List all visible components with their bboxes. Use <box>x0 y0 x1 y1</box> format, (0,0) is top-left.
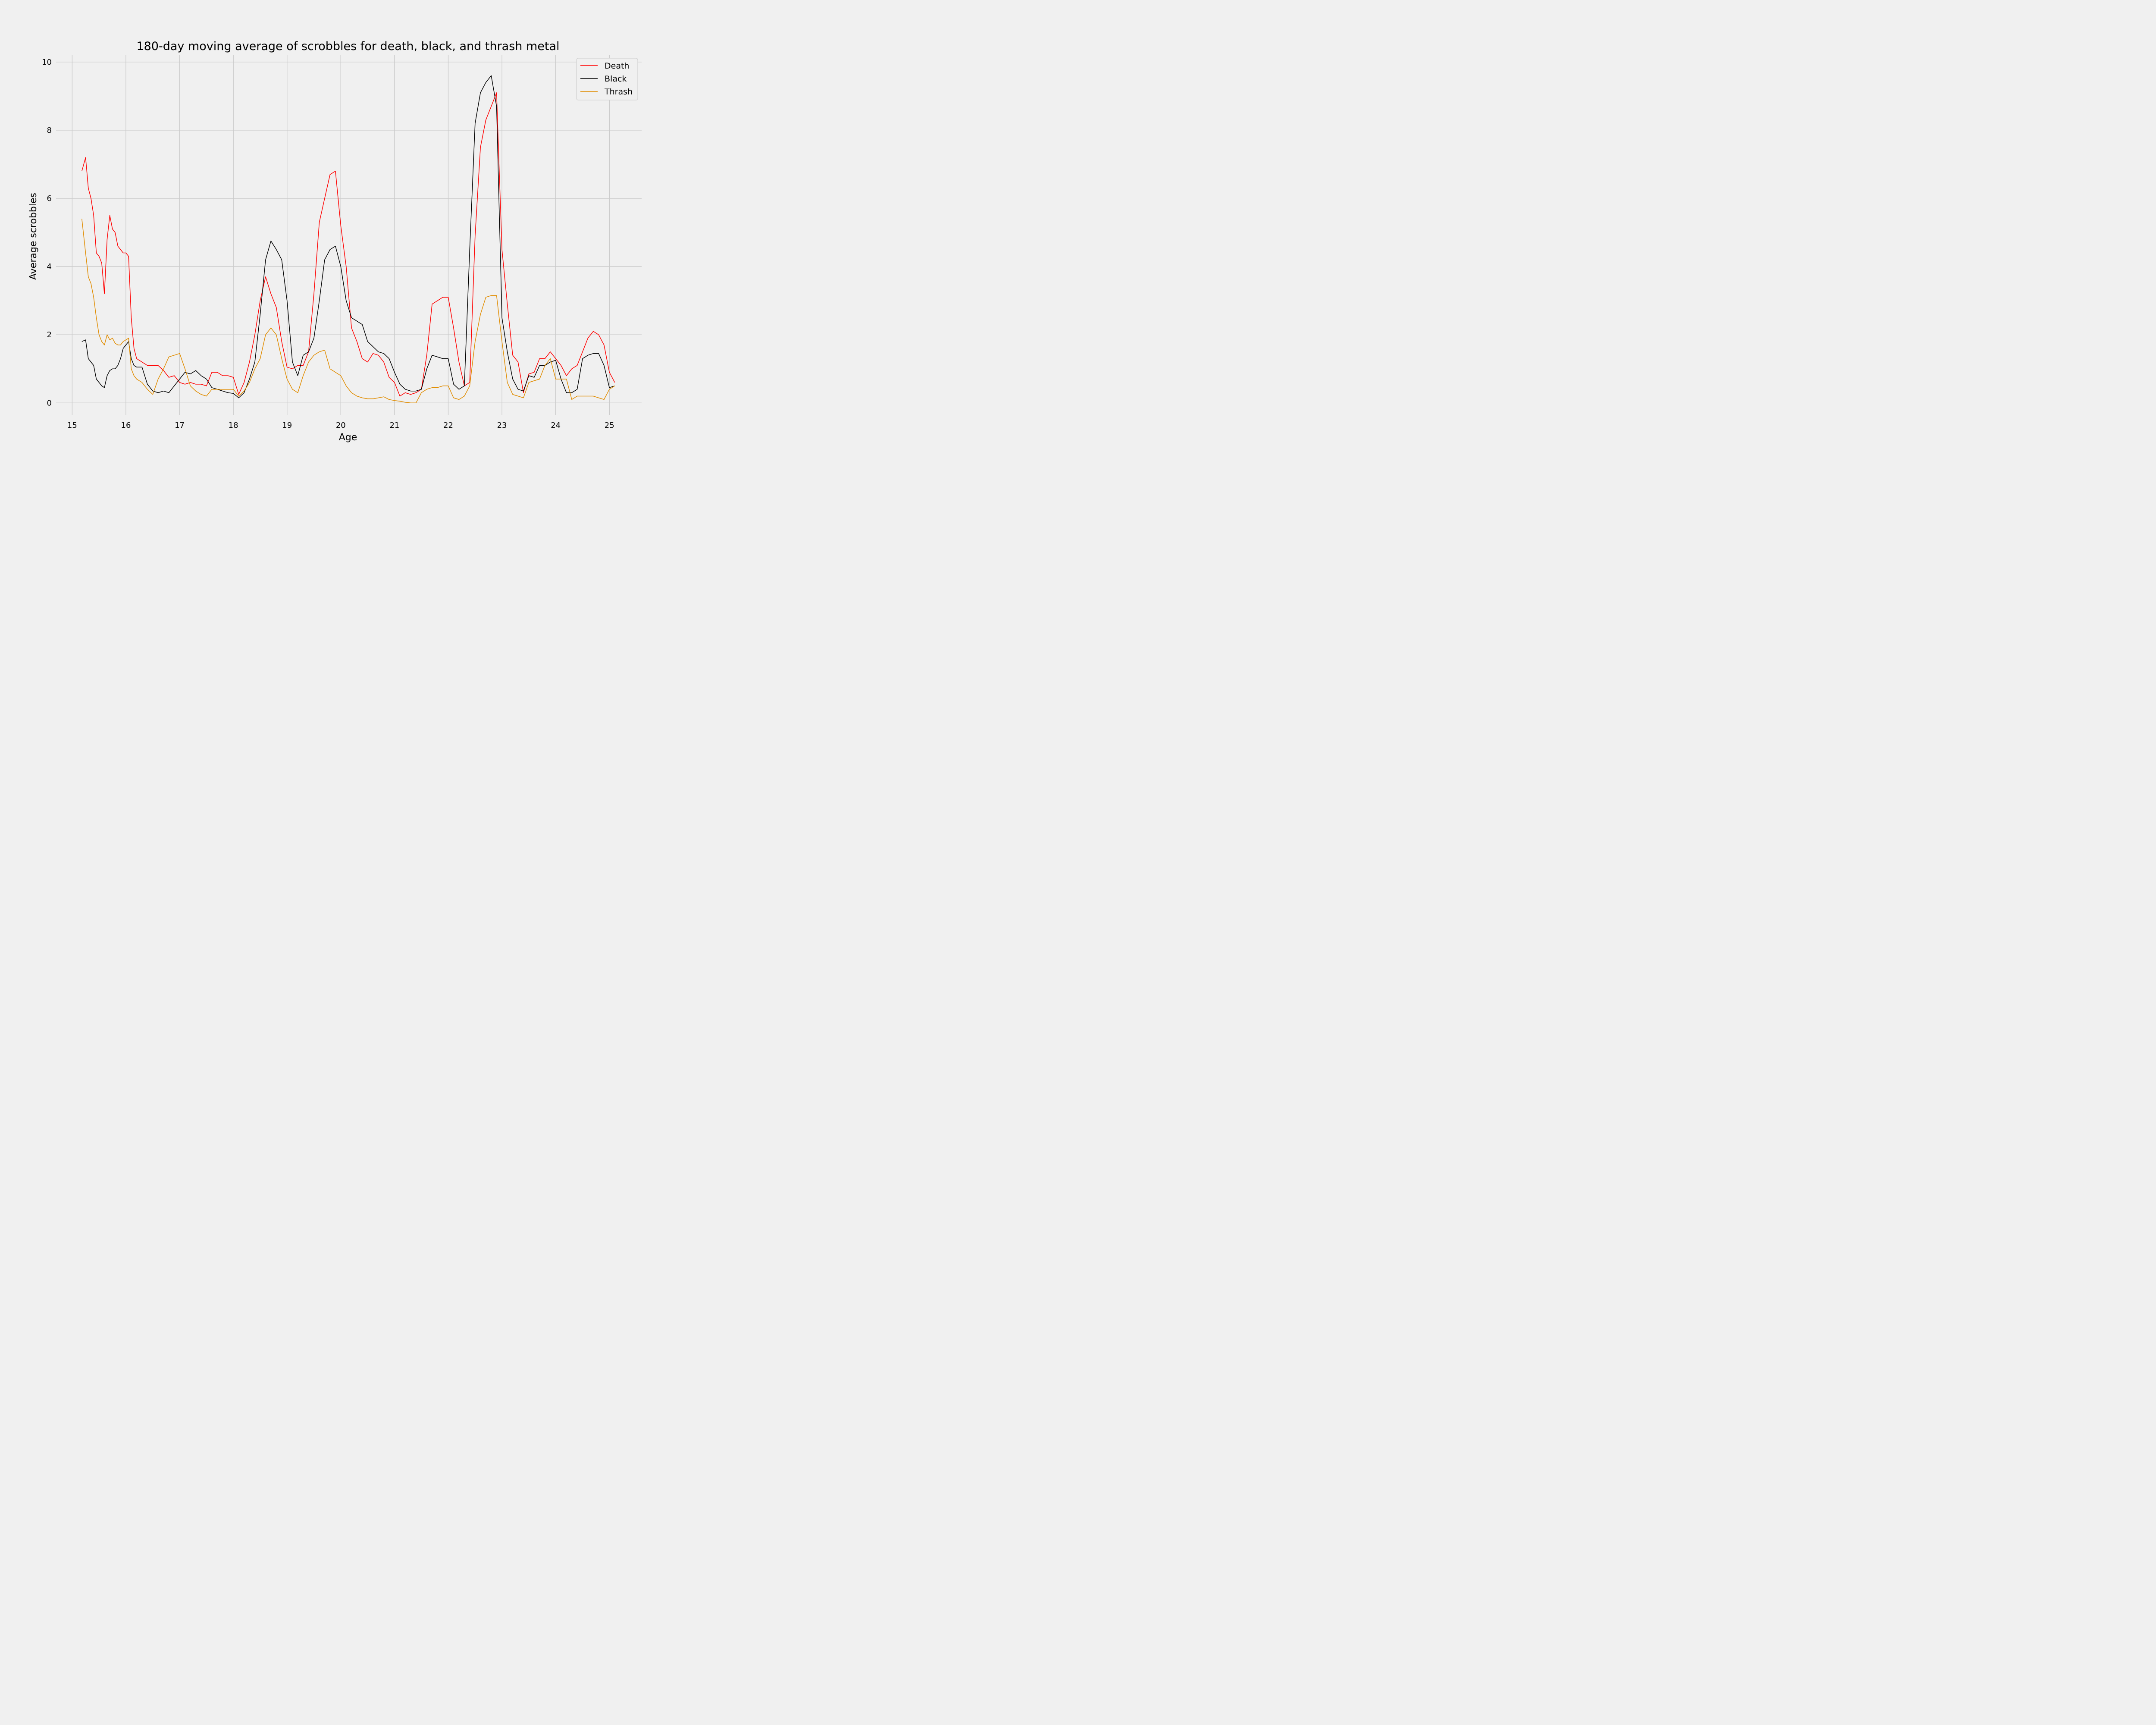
x-tick-label: 15 <box>67 421 77 430</box>
x-tick-label: 24 <box>551 421 561 430</box>
y-tick-label: 10 <box>42 58 52 67</box>
y-tick-label: 2 <box>47 330 52 339</box>
x-tick-label: 22 <box>443 421 453 430</box>
chart-title: 180-day moving average of scrobbles for … <box>136 40 559 53</box>
y-tick-labels: 0 2 4 6 8 10 <box>42 58 52 408</box>
y-tick-label: 6 <box>47 194 52 203</box>
x-axis-label: Age <box>339 432 357 443</box>
chart-background <box>0 0 676 451</box>
legend-label-black: Black <box>605 74 627 84</box>
series-lines <box>81 75 615 404</box>
legend-label-death: Death <box>605 61 629 71</box>
x-tick-labels: 15 16 17 18 19 20 21 22 23 24 25 <box>67 421 614 430</box>
grid <box>56 55 642 415</box>
series-line-death <box>81 92 615 397</box>
series-line-thrash <box>81 219 615 404</box>
y-axis-label: Average scrobbles <box>28 193 39 280</box>
x-tick-label: 16 <box>121 421 131 430</box>
x-tick-label: 25 <box>605 421 614 430</box>
x-tick-label: 17 <box>175 421 185 430</box>
x-tick-label: 23 <box>497 421 507 430</box>
x-tick-label: 18 <box>229 421 238 430</box>
y-tick-label: 8 <box>47 126 52 135</box>
series-line-black <box>81 75 615 398</box>
x-tick-label: 21 <box>389 421 399 430</box>
x-tick-label: 20 <box>336 421 346 430</box>
x-tick-label: 19 <box>282 421 292 430</box>
legend: Death Black Thrash <box>576 58 638 100</box>
y-tick-label: 4 <box>47 262 52 271</box>
legend-label-thrash: Thrash <box>604 87 633 97</box>
legend-box <box>576 58 638 100</box>
y-tick-label: 0 <box>47 398 52 408</box>
